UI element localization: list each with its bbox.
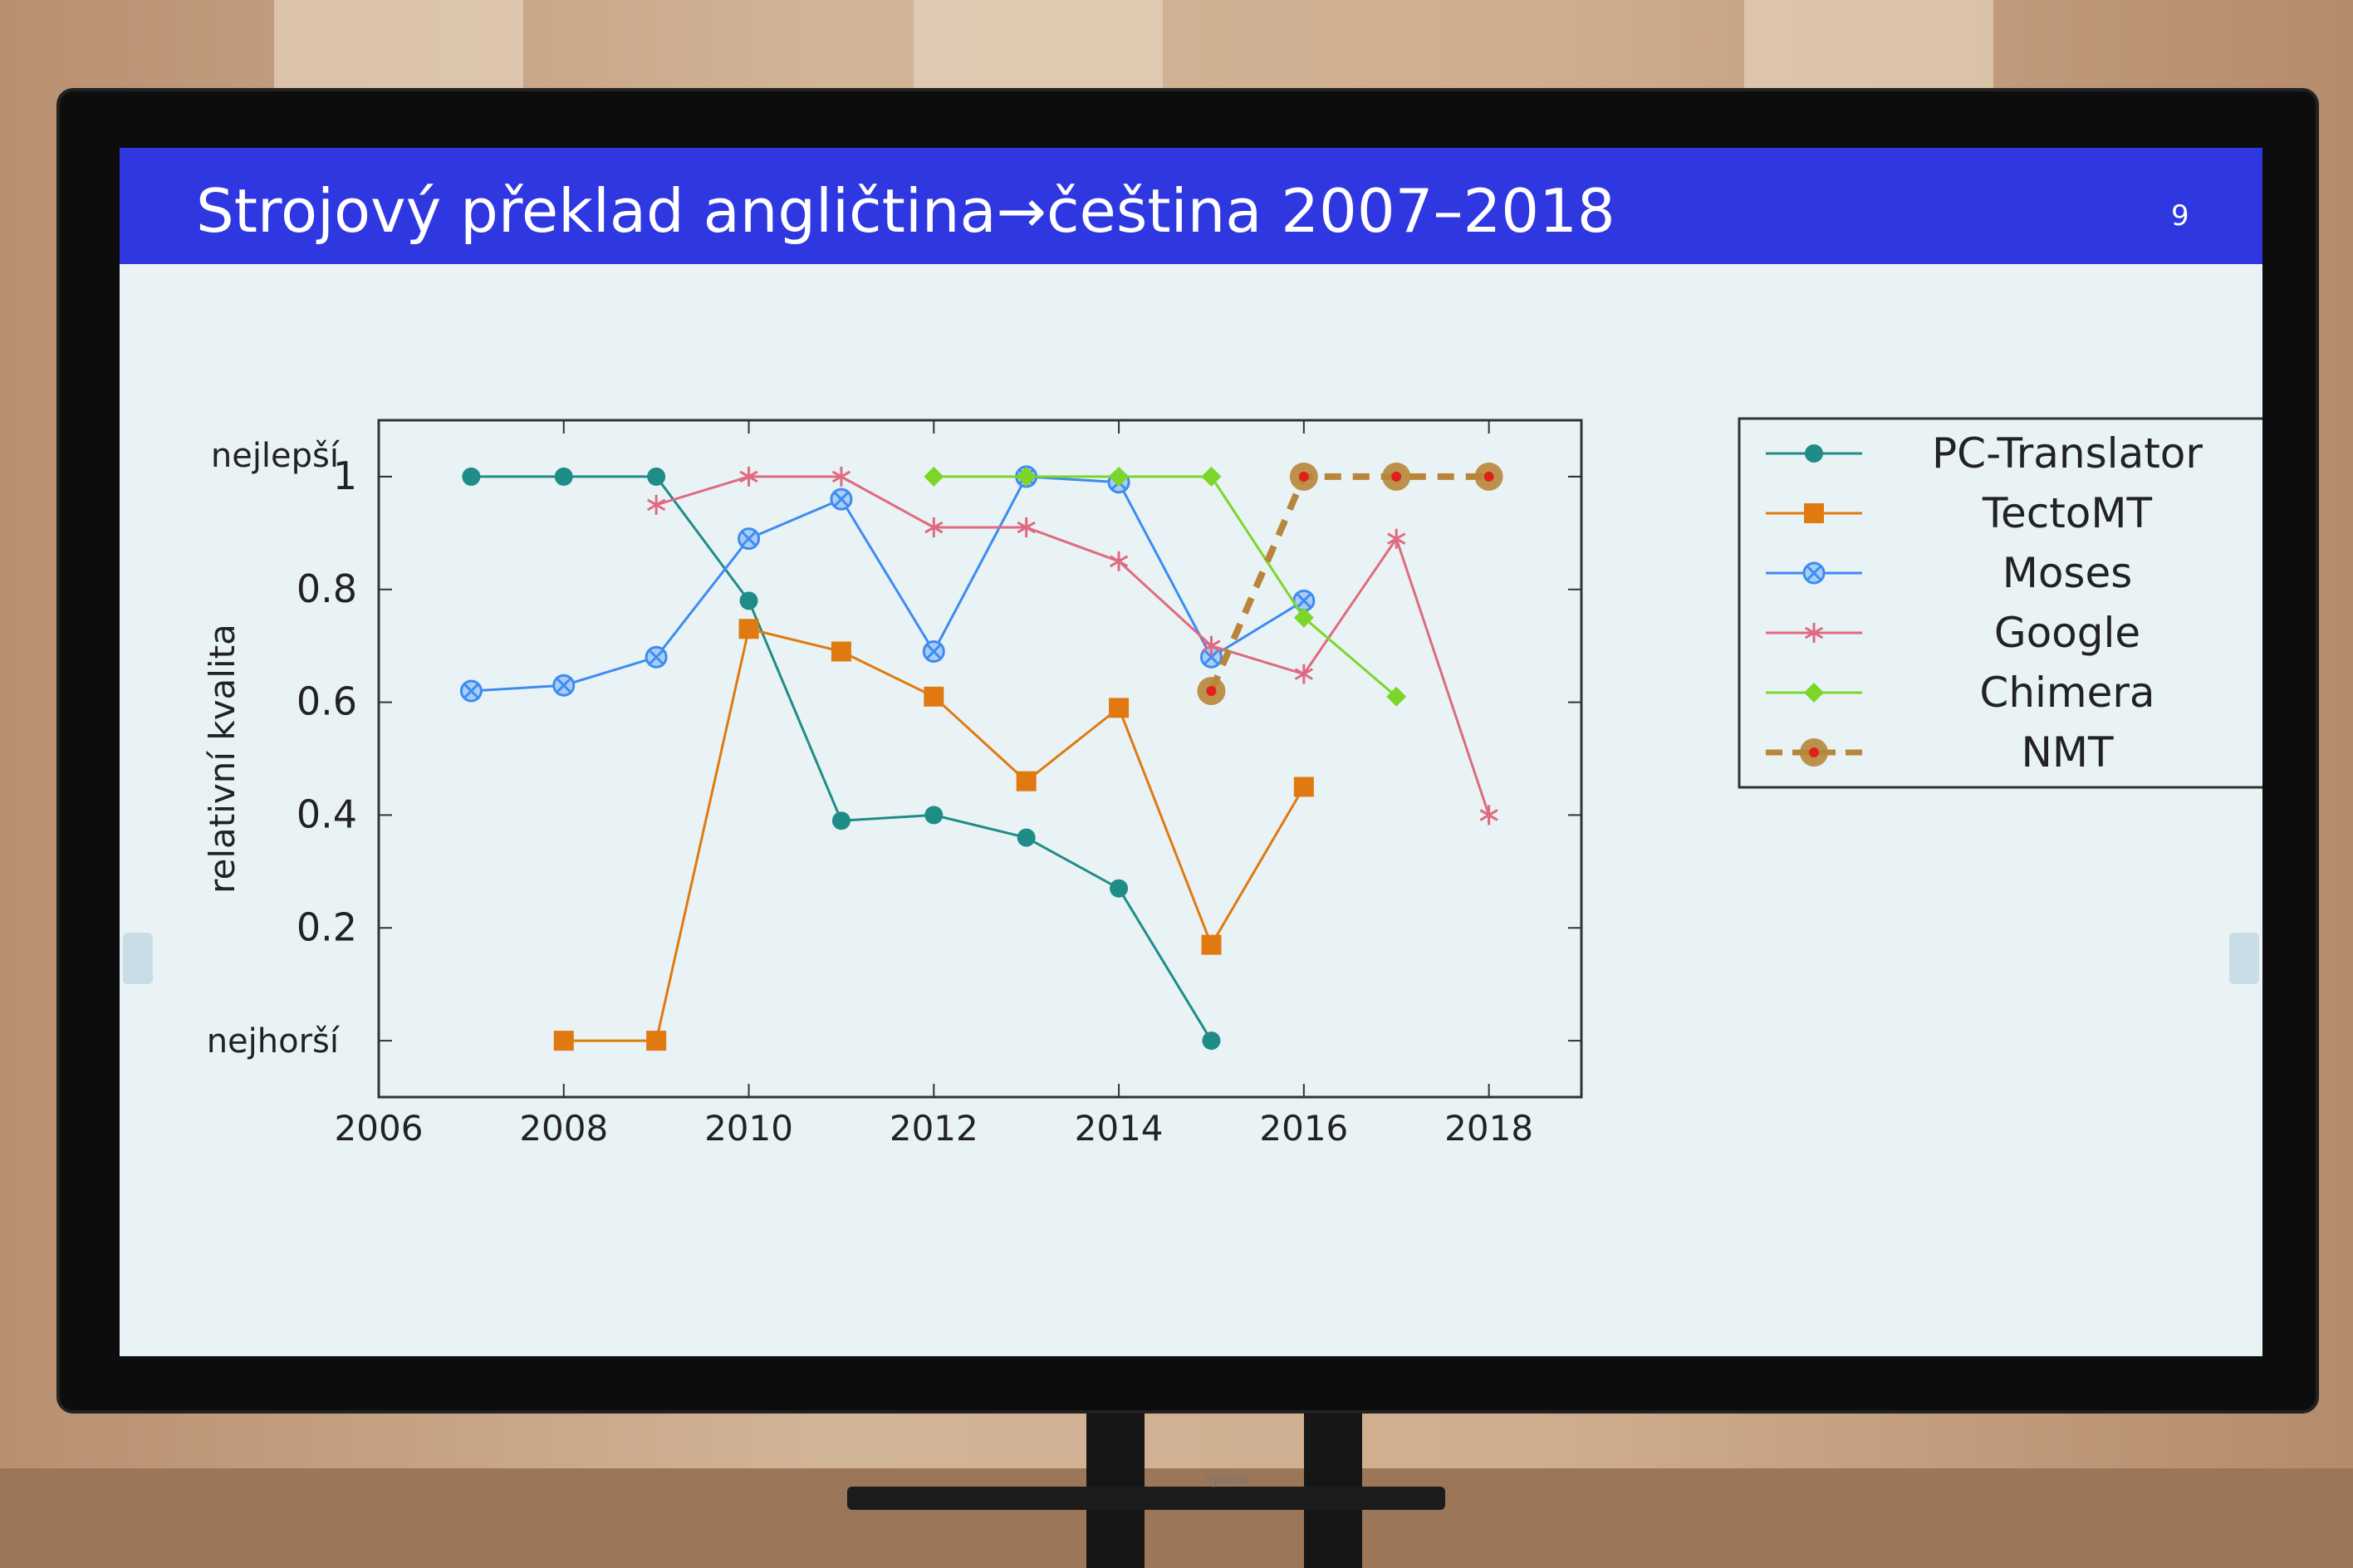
data-point-google	[1479, 805, 1498, 826]
data-point-google	[1109, 551, 1129, 571]
y-tick-label: 0.8	[297, 566, 357, 611]
floor	[0, 1468, 2353, 1568]
data-point-google	[1387, 528, 1406, 549]
data-point-tectomt	[831, 641, 851, 662]
data-point-moses-x	[463, 683, 479, 699]
data-point-chimera	[1293, 607, 1314, 628]
x-tick-label: 2016	[1259, 1108, 1348, 1149]
stand-column-left	[1086, 1395, 1145, 1568]
data-point-chimera	[1386, 686, 1407, 707]
data-point-nmt-core	[1298, 471, 1309, 482]
data-point-google	[831, 466, 851, 487]
data-point-moses-x	[1203, 649, 1219, 665]
data-point-google	[647, 494, 666, 515]
quality-chart: 2006 2008 2010 2012 2014 2016 2018 0.2 0.4 0.6 0.8…	[202, 417, 2262, 1149]
data-point-tectomt	[646, 1031, 667, 1051]
legend-box	[1738, 417, 2262, 789]
data-point-nmt-core	[1391, 471, 1402, 482]
data-point-tectomt	[1109, 698, 1130, 718]
data-point-moses-x	[741, 531, 757, 546]
data-point-google	[1017, 517, 1036, 538]
x-tick-label: 2012	[890, 1108, 978, 1149]
data-point-pc-translator	[1110, 879, 1129, 898]
data-point-pc-translator	[831, 811, 851, 831]
legend-label-nmt: NMT	[2021, 728, 2114, 777]
data-point-pc-translator	[554, 467, 573, 486]
slide-number: 9	[2171, 199, 2189, 233]
legend-label-pc-translator: PC-Translator	[1932, 429, 2203, 478]
data-point-chimera	[1016, 466, 1037, 487]
tv-brand-label: iiyama	[1204, 1472, 1249, 1487]
data-point-nmt-core	[1483, 471, 1494, 482]
data-point-chimera	[1109, 466, 1130, 487]
data-point-google	[1294, 664, 1313, 684]
legend-label-tectomt: TectoMT	[1982, 489, 2153, 537]
data-point-pc-translator	[739, 591, 758, 610]
prev-slide-button[interactable]	[123, 933, 153, 984]
data-point-pc-translator	[647, 467, 666, 486]
series-line-google	[655, 475, 1491, 816]
y-tick-label: 0.6	[297, 679, 357, 724]
slide-title: Strojový překlad angličtina→čeština 2007…	[196, 176, 1615, 246]
data-point-google	[1202, 635, 1221, 656]
y-tick-label: 0.4	[297, 791, 357, 836]
data-point-chimera	[1201, 466, 1222, 487]
stand-crossbar	[847, 1487, 1445, 1510]
y-tick-label: 0.2	[297, 904, 357, 949]
legend-marker-tectomt	[1804, 503, 1824, 523]
x-tick-label: 2018	[1444, 1108, 1533, 1149]
data-point-pc-translator	[462, 467, 481, 486]
data-point-moses-x	[649, 649, 664, 665]
legend-marker-pc-translator	[1805, 444, 1823, 463]
x-tick-label: 2008	[519, 1108, 608, 1149]
series-line-moses	[471, 475, 1305, 693]
data-point-moses-x	[926, 644, 942, 659]
plot-frame	[377, 419, 1583, 1099]
x-tick-label: 2014	[1075, 1108, 1164, 1149]
y-tick-label: 1	[333, 453, 357, 498]
data-point-tectomt	[1016, 771, 1037, 791]
y-bottom-label: nejhorší	[207, 1022, 341, 1061]
series-line-pc-translator	[471, 475, 1213, 1041]
data-point-tectomt	[738, 619, 759, 639]
data-point-tectomt	[553, 1031, 574, 1051]
data-point-pc-translator	[1017, 828, 1036, 847]
data-point-moses-x	[833, 492, 849, 507]
data-point-tectomt	[1293, 777, 1314, 797]
data-point-chimera	[924, 466, 944, 487]
y-axis-label: relativní kvalita	[202, 624, 243, 894]
legend-marker-google	[1804, 623, 1824, 643]
data-point-google	[924, 517, 944, 538]
legend-marker-nmt-core	[1809, 747, 1819, 757]
data-point-nmt-core	[1206, 686, 1217, 696]
legend-label-moses: Moses	[2003, 549, 2133, 597]
slide-title-bar: Strojový překlad angličtina→čeština 2007…	[120, 148, 2262, 264]
data-point-moses-x	[1296, 593, 1311, 609]
legend-marker-chimera	[1804, 683, 1824, 703]
next-slide-button[interactable]	[2229, 933, 2259, 984]
legend-label-chimera: Chimera	[1979, 669, 2154, 717]
data-point-moses-x	[556, 678, 571, 693]
data-point-tectomt	[1201, 934, 1222, 955]
slide-screen: Strojový překlad angličtina→čeština 2007…	[120, 148, 2262, 1356]
y-top-label: nejlepší	[211, 437, 341, 475]
data-point-google	[739, 466, 758, 487]
legend-marker-moses-x	[1806, 565, 1822, 581]
stand-column-right	[1304, 1395, 1362, 1568]
x-tick-label: 2006	[335, 1108, 424, 1149]
data-point-pc-translator	[1202, 1031, 1221, 1051]
legend-label-google: Google	[1994, 609, 2140, 657]
series-line-chimera	[934, 475, 1398, 698]
series-line-nmt	[1208, 473, 1489, 693]
data-point-pc-translator	[924, 806, 944, 825]
data-point-tectomt	[924, 686, 944, 707]
x-tick-label: 2010	[704, 1108, 793, 1149]
